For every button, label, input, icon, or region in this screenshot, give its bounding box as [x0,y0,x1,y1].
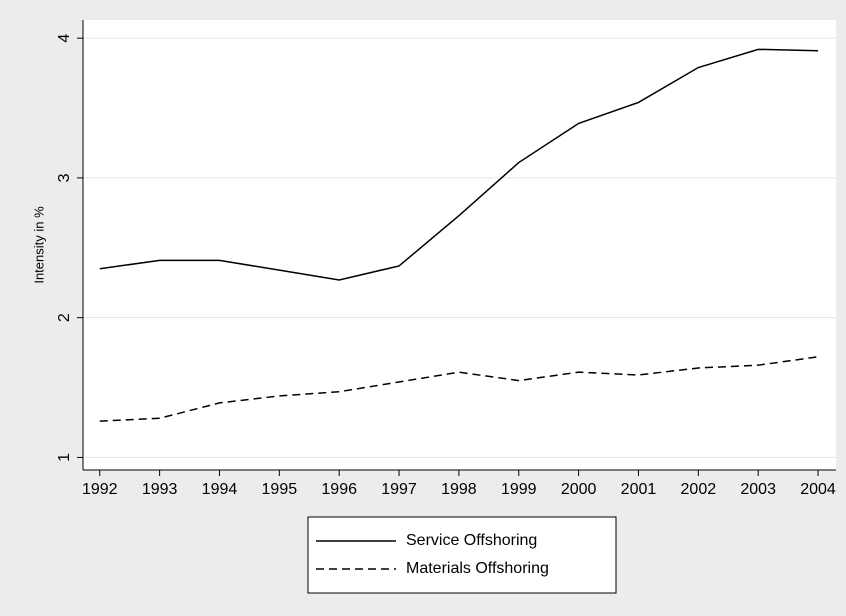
x-tick-label: 1994 [202,481,238,498]
x-tick-label: 2004 [800,481,836,498]
x-tick-label: 1993 [142,481,178,498]
y-tick-label: 2 [56,313,73,322]
x-tick-label: 2002 [681,481,717,498]
legend-box [307,516,617,594]
x-tick-label: 1999 [501,481,537,498]
x-tick-label: 1997 [381,481,417,498]
legend-label: Materials Offshoring [406,560,549,577]
series-line [99,356,819,422]
series-line [99,48,819,281]
x-tick-label: 1998 [441,481,477,498]
y-tick-label: 1 [56,453,73,462]
x-tick-label: 1992 [82,481,118,498]
x-tick-label: 2003 [740,481,776,498]
legend-label: Service Offshoring [406,532,537,549]
x-tick-label: 2001 [621,481,657,498]
y-axis-label: Intensity in % [31,206,46,284]
x-tick-label: 1996 [321,481,357,498]
y-tick-label: 4 [56,34,73,43]
x-tick-label: 1995 [262,481,298,498]
y-tick-label: 3 [56,173,73,182]
plot-area [83,20,836,470]
x-tick-label: 2000 [561,481,597,498]
